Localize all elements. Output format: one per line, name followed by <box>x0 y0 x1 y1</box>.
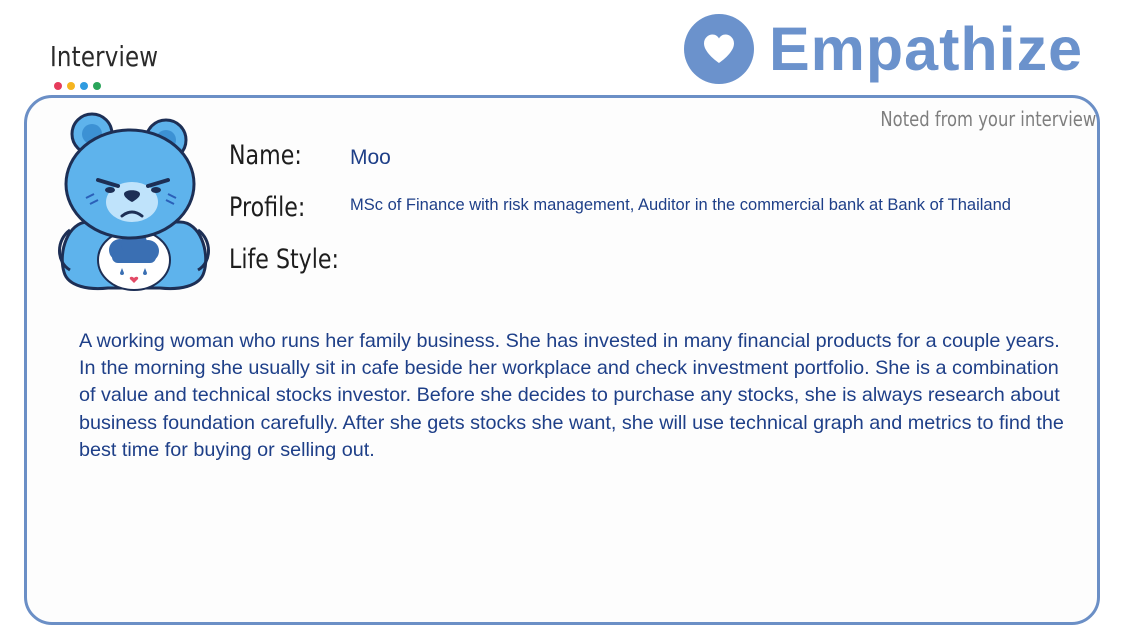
profile-label: Profile: <box>229 192 306 223</box>
page-title: Interview <box>50 40 159 73</box>
grumpy-bear-avatar <box>50 112 218 292</box>
color-dots <box>54 82 101 90</box>
brand-name: Empathize <box>769 14 1084 83</box>
dot-yellow <box>67 82 75 90</box>
name-label: Name: <box>229 140 302 171</box>
profile-value: MSc of Finance with risk management, Aud… <box>350 196 1011 214</box>
dot-green <box>93 82 101 90</box>
dot-red <box>54 82 62 90</box>
lifestyle-label: Life Style: <box>229 244 340 275</box>
dot-blue <box>80 82 88 90</box>
name-value: Moo <box>350 146 391 169</box>
brand-logo: Empathize <box>684 14 1083 84</box>
card-note: Noted from your interview <box>880 107 1096 131</box>
lifestyle-description: A working woman who runs her family busi… <box>79 330 1064 461</box>
interview-card <box>24 95 1100 625</box>
heart-icon <box>684 14 754 84</box>
